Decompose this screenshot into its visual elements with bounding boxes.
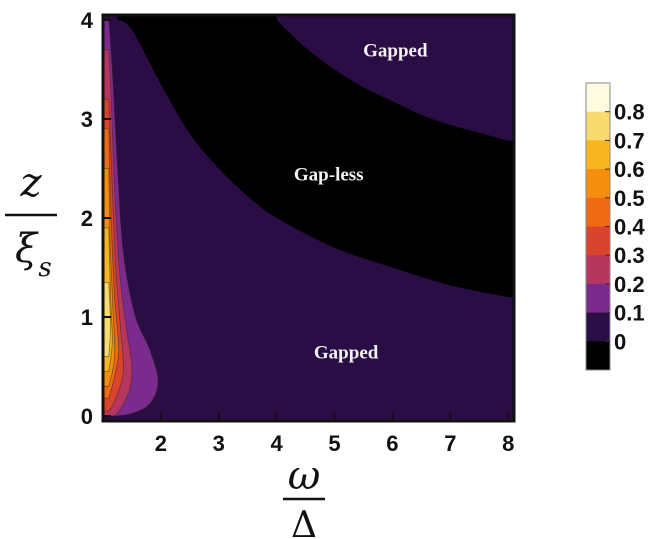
colorbar-tick-label: 0.5 xyxy=(614,186,645,211)
region-label-1: Gap-less xyxy=(294,164,364,185)
colorbar-tick-label: 0.1 xyxy=(614,301,645,326)
x-label-denominator: Δ xyxy=(291,505,317,539)
y-axis-label: z ξ s xyxy=(5,160,57,283)
colorbar-swatch xyxy=(586,283,610,314)
contour-band-0-8 xyxy=(103,282,111,357)
colorbar-swatch xyxy=(586,226,610,256)
colorbar-swatch xyxy=(586,312,610,342)
y-label-denominator: ξ xyxy=(15,226,39,272)
x-tick-label: 3 xyxy=(213,431,225,456)
colorbar-tick-label: 0.4 xyxy=(614,215,645,240)
colorbar-tick-label: 0.6 xyxy=(614,157,645,182)
colorbar-swatch xyxy=(586,169,610,199)
y-tick-label: 4 xyxy=(81,8,94,33)
x-tick-label: 4 xyxy=(271,431,284,456)
y-tick-label: 0 xyxy=(81,404,93,429)
y-tick-label: 1 xyxy=(81,305,93,330)
colorbar-swatch xyxy=(586,197,610,227)
gapless-region xyxy=(117,15,514,298)
y-tick-label: 3 xyxy=(81,107,93,132)
x-axis-label: ω Δ xyxy=(283,453,325,539)
y-tick-label: 2 xyxy=(81,206,93,231)
x-tick-label: 2 xyxy=(155,431,167,456)
colorbar-swatch xyxy=(586,255,610,285)
region-label-2: Gapped xyxy=(314,343,379,364)
y-label-subscript: s xyxy=(38,253,51,283)
x-tick-label: 5 xyxy=(328,431,340,456)
region-label-0: Gapped xyxy=(363,41,428,62)
colorbar-swatch xyxy=(586,140,610,170)
colorbar-tick-label: 0.7 xyxy=(614,128,645,153)
x-tick-label: 6 xyxy=(386,431,398,456)
x-tick-label: 7 xyxy=(444,431,456,456)
colorbar-tick-label: 0.8 xyxy=(614,100,645,125)
colorbar-tick-label: 0.2 xyxy=(614,272,645,297)
colorbar-tick-label: 0 xyxy=(614,329,626,354)
colorbar-swatch xyxy=(586,83,610,113)
colorbar-tick-label: 0.3 xyxy=(614,243,645,268)
x-tick-label: 8 xyxy=(502,431,514,456)
x-label-numerator: ω xyxy=(288,453,321,499)
y-label-numerator: z xyxy=(19,160,42,206)
colorbar-swatch xyxy=(586,111,610,141)
colorbar-swatch xyxy=(586,341,610,371)
